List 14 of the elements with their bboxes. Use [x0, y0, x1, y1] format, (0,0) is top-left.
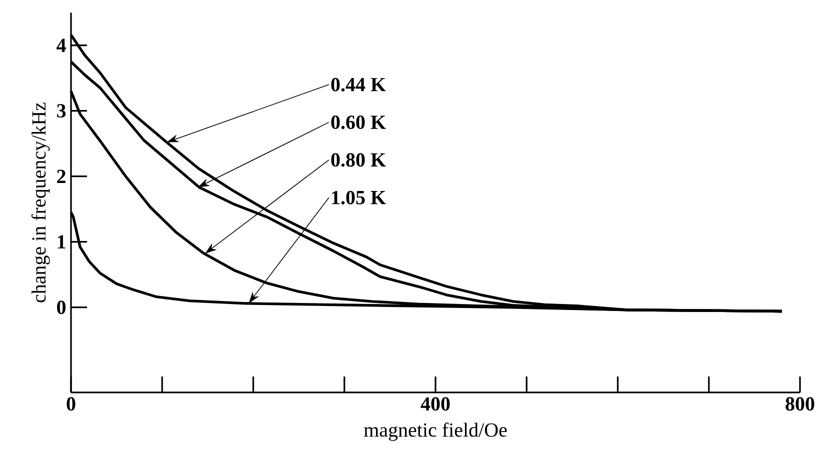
x-axis-title: magnetic field/Oe: [364, 422, 507, 441]
y-tick-label: 1: [58, 235, 66, 248]
annotation: 0.80 K: [331, 153, 386, 167]
annotation: 0.44 K: [331, 78, 386, 92]
x-tick-label: 400: [420, 397, 450, 411]
y-tick-label: 2: [57, 170, 66, 183]
annotation: 1.05 K: [332, 190, 386, 204]
x-tick-label: 800: [786, 397, 814, 411]
y-axis-title: change in frequency/kHz: [31, 102, 50, 302]
y-tick-label: 3: [57, 104, 66, 118]
y-tick-label: 0: [57, 300, 66, 314]
x-tick-label: 0: [66, 397, 76, 411]
y-tick-label: 4: [56, 38, 66, 52]
annotation: 0.60 K: [331, 116, 386, 130]
